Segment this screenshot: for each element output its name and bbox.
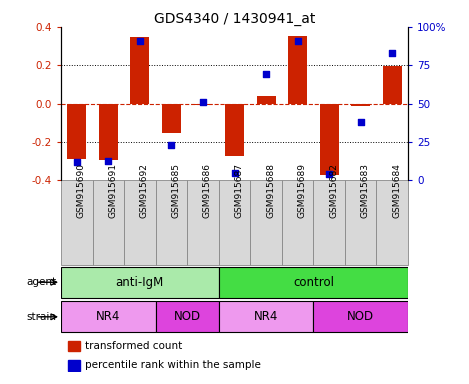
Text: anti-IgM: anti-IgM bbox=[116, 276, 164, 289]
Text: GSM915688: GSM915688 bbox=[266, 163, 275, 218]
Point bbox=[325, 171, 333, 177]
Text: percentile rank within the sample: percentile rank within the sample bbox=[85, 360, 261, 370]
FancyBboxPatch shape bbox=[313, 180, 345, 265]
Point bbox=[199, 99, 207, 105]
FancyBboxPatch shape bbox=[156, 180, 187, 265]
Bar bbox=[320, 104, 339, 175]
Bar bbox=[99, 104, 118, 161]
FancyBboxPatch shape bbox=[250, 180, 282, 265]
Text: NR4: NR4 bbox=[254, 310, 278, 323]
Text: GSM915691: GSM915691 bbox=[108, 163, 117, 218]
Point bbox=[357, 119, 364, 125]
Title: GDS4340 / 1430941_at: GDS4340 / 1430941_at bbox=[154, 12, 315, 26]
Text: GSM915687: GSM915687 bbox=[234, 163, 243, 218]
FancyBboxPatch shape bbox=[345, 180, 377, 265]
FancyBboxPatch shape bbox=[92, 180, 124, 265]
Point bbox=[388, 50, 396, 56]
Text: GSM915690: GSM915690 bbox=[77, 163, 86, 218]
Point bbox=[73, 159, 81, 165]
FancyBboxPatch shape bbox=[156, 301, 219, 332]
FancyBboxPatch shape bbox=[61, 180, 92, 265]
Text: GSM915692: GSM915692 bbox=[140, 163, 149, 218]
Text: GSM915689: GSM915689 bbox=[298, 163, 307, 218]
Bar bbox=[130, 37, 149, 104]
Bar bbox=[351, 104, 370, 106]
Text: strain: strain bbox=[26, 312, 56, 322]
Text: GSM915683: GSM915683 bbox=[361, 163, 370, 218]
Bar bbox=[68, 360, 80, 371]
FancyBboxPatch shape bbox=[219, 180, 250, 265]
Text: transformed count: transformed count bbox=[85, 341, 182, 351]
FancyBboxPatch shape bbox=[61, 301, 156, 332]
FancyBboxPatch shape bbox=[282, 180, 313, 265]
Point bbox=[262, 71, 270, 78]
Bar bbox=[68, 341, 80, 351]
FancyBboxPatch shape bbox=[219, 301, 313, 332]
Bar bbox=[162, 104, 181, 133]
Bar bbox=[67, 104, 86, 159]
FancyBboxPatch shape bbox=[377, 180, 408, 265]
Bar bbox=[288, 36, 307, 104]
Bar bbox=[383, 66, 402, 104]
Point bbox=[136, 38, 144, 44]
Text: NOD: NOD bbox=[174, 310, 201, 323]
Point bbox=[294, 38, 302, 44]
Text: GSM915682: GSM915682 bbox=[329, 163, 338, 218]
Text: GSM915685: GSM915685 bbox=[171, 163, 181, 218]
Point bbox=[105, 157, 112, 164]
Point bbox=[231, 170, 238, 176]
FancyBboxPatch shape bbox=[187, 180, 219, 265]
FancyBboxPatch shape bbox=[124, 180, 156, 265]
FancyBboxPatch shape bbox=[313, 301, 408, 332]
Text: GSM915686: GSM915686 bbox=[203, 163, 212, 218]
Text: NOD: NOD bbox=[347, 310, 374, 323]
Bar bbox=[257, 96, 275, 104]
FancyBboxPatch shape bbox=[61, 266, 219, 298]
Text: NR4: NR4 bbox=[96, 310, 121, 323]
Bar bbox=[225, 104, 244, 156]
Text: control: control bbox=[293, 276, 334, 289]
Point bbox=[167, 142, 175, 148]
Text: agent: agent bbox=[26, 277, 56, 287]
Text: GSM915684: GSM915684 bbox=[392, 163, 401, 218]
FancyBboxPatch shape bbox=[219, 266, 408, 298]
